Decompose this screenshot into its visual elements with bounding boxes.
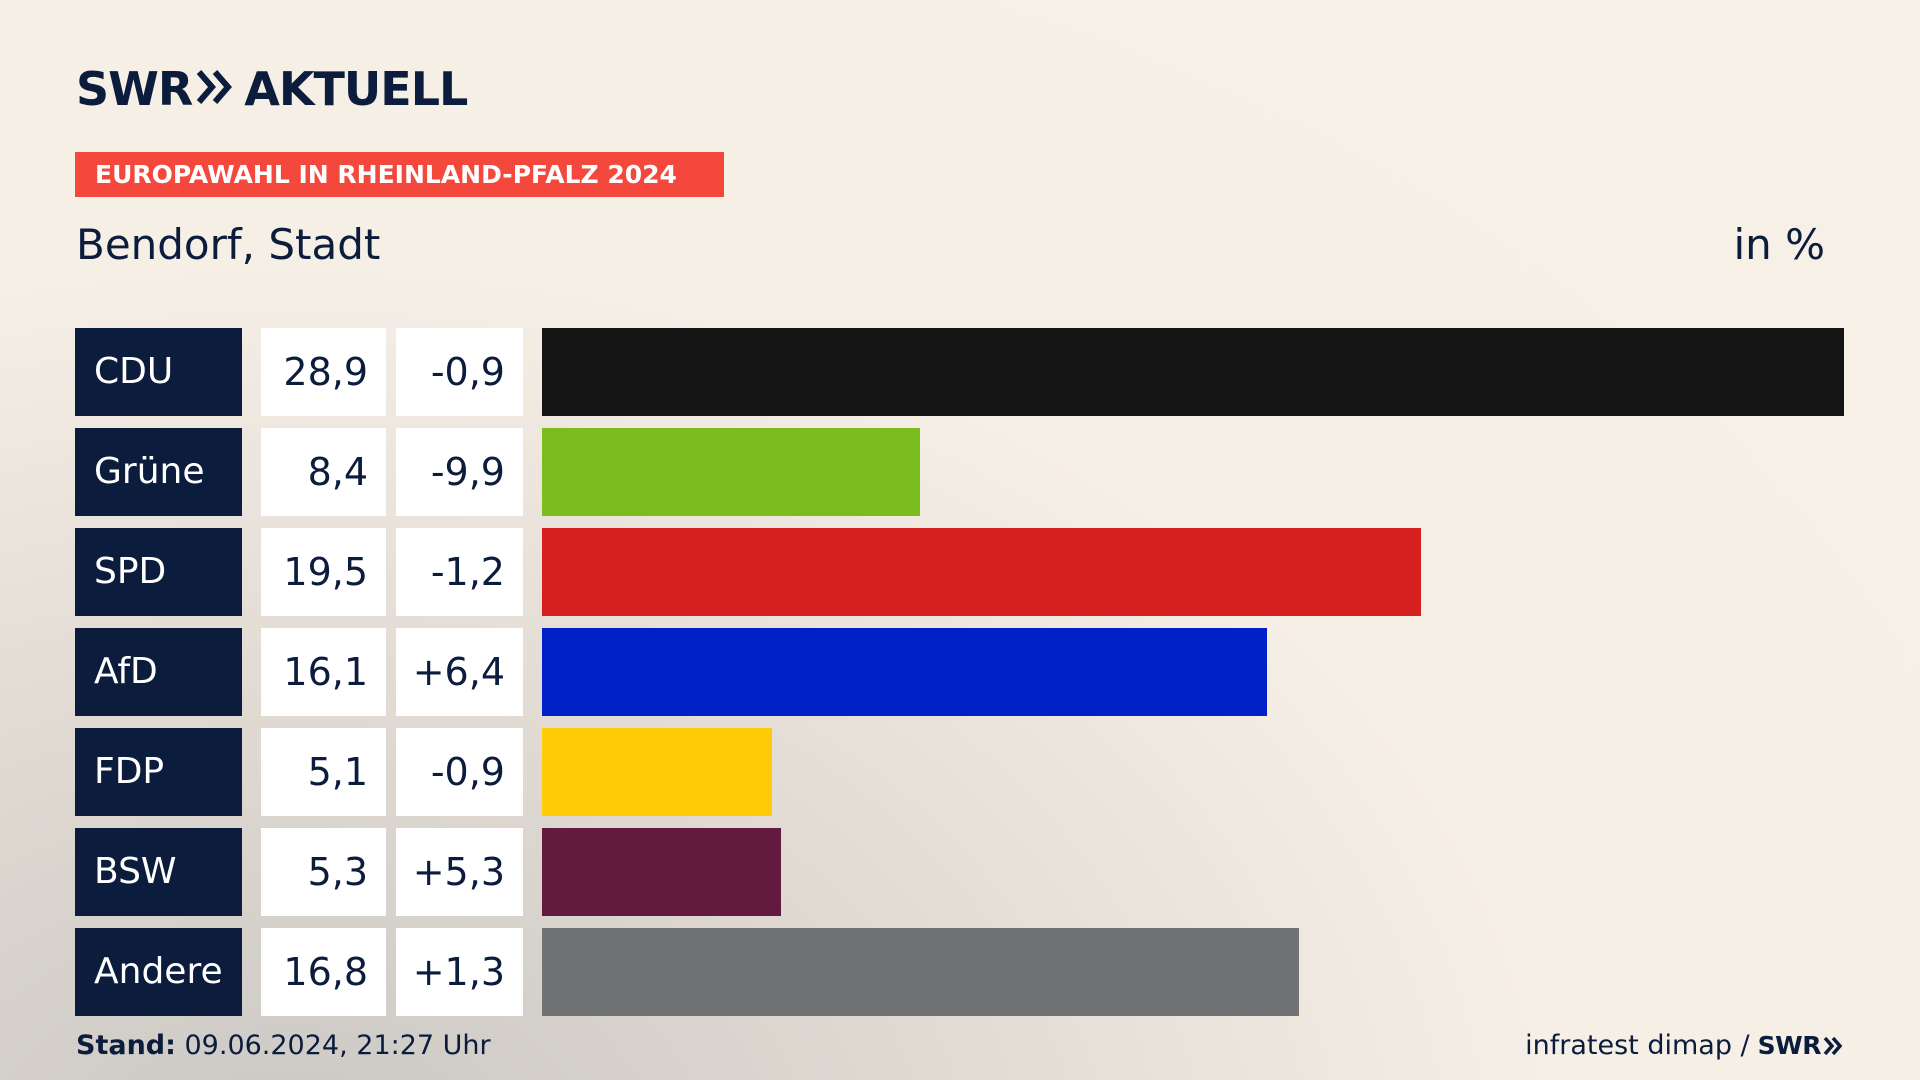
party-label: SPD: [75, 528, 242, 616]
source-text: infratest dimap /: [1525, 1030, 1750, 1061]
chart-row: SPD 19,5 -1,2: [75, 528, 1845, 616]
diff-label: -0,9: [396, 328, 523, 416]
chart-row: AfD 16,1 +6,4: [75, 628, 1845, 716]
bar: [542, 328, 1844, 416]
diff-label: -1,2: [396, 528, 523, 616]
unit-label: in %: [1733, 220, 1825, 269]
party-label: AfD: [75, 628, 242, 716]
diff-label: +1,3: [396, 928, 523, 1016]
bar: [542, 628, 1267, 716]
value-label: 8,4: [261, 428, 386, 516]
bar: [542, 428, 920, 516]
diff-label: -9,9: [396, 428, 523, 516]
logo-swr-text: SWR: [76, 62, 193, 116]
chart-row: FDP 5,1 -0,9: [75, 728, 1845, 816]
bar: [542, 828, 781, 916]
chart-row: Grüne 8,4 -9,9: [75, 428, 1845, 516]
party-label: Grüne: [75, 428, 242, 516]
bar: [542, 728, 772, 816]
value-label: 5,3: [261, 828, 386, 916]
swr-aktuell-logo: SWR AKTUELL: [76, 62, 468, 116]
source-credit: infratest dimap / SWR: [1525, 1030, 1843, 1061]
diff-label: +5,3: [396, 828, 523, 916]
party-label: CDU: [75, 328, 242, 416]
election-banner: EUROPAWAHL IN RHEINLAND-PFALZ 2024: [75, 152, 724, 197]
stand-value: 09.06.2024, 21:27 Uhr: [175, 1030, 491, 1061]
bar: [542, 528, 1421, 616]
chart-row: CDU 28,9 -0,9: [75, 328, 1845, 416]
diff-label: -0,9: [396, 728, 523, 816]
bar: [542, 928, 1299, 1016]
value-label: 16,8: [261, 928, 386, 1016]
party-label: FDP: [75, 728, 242, 816]
value-label: 28,9: [261, 328, 386, 416]
value-label: 19,5: [261, 528, 386, 616]
value-label: 5,1: [261, 728, 386, 816]
diff-label: +6,4: [396, 628, 523, 716]
party-label: Andere: [75, 928, 242, 1016]
double-chevron-icon: [196, 69, 234, 109]
party-label: BSW: [75, 828, 242, 916]
stand-label: Stand:: [76, 1030, 176, 1061]
source-brand: SWR: [1757, 1031, 1822, 1060]
place-title: Bendorf, Stadt: [76, 220, 381, 269]
timestamp: Stand: 09.06.2024, 21:27 Uhr: [76, 1030, 491, 1061]
chart-row: BSW 5,3 +5,3: [75, 828, 1845, 916]
value-label: 16,1: [261, 628, 386, 716]
double-chevron-icon: [1823, 1036, 1843, 1055]
logo-aktuell-text: AKTUELL: [244, 62, 468, 116]
chart-row: Andere 16,8 +1,3: [75, 928, 1845, 1016]
